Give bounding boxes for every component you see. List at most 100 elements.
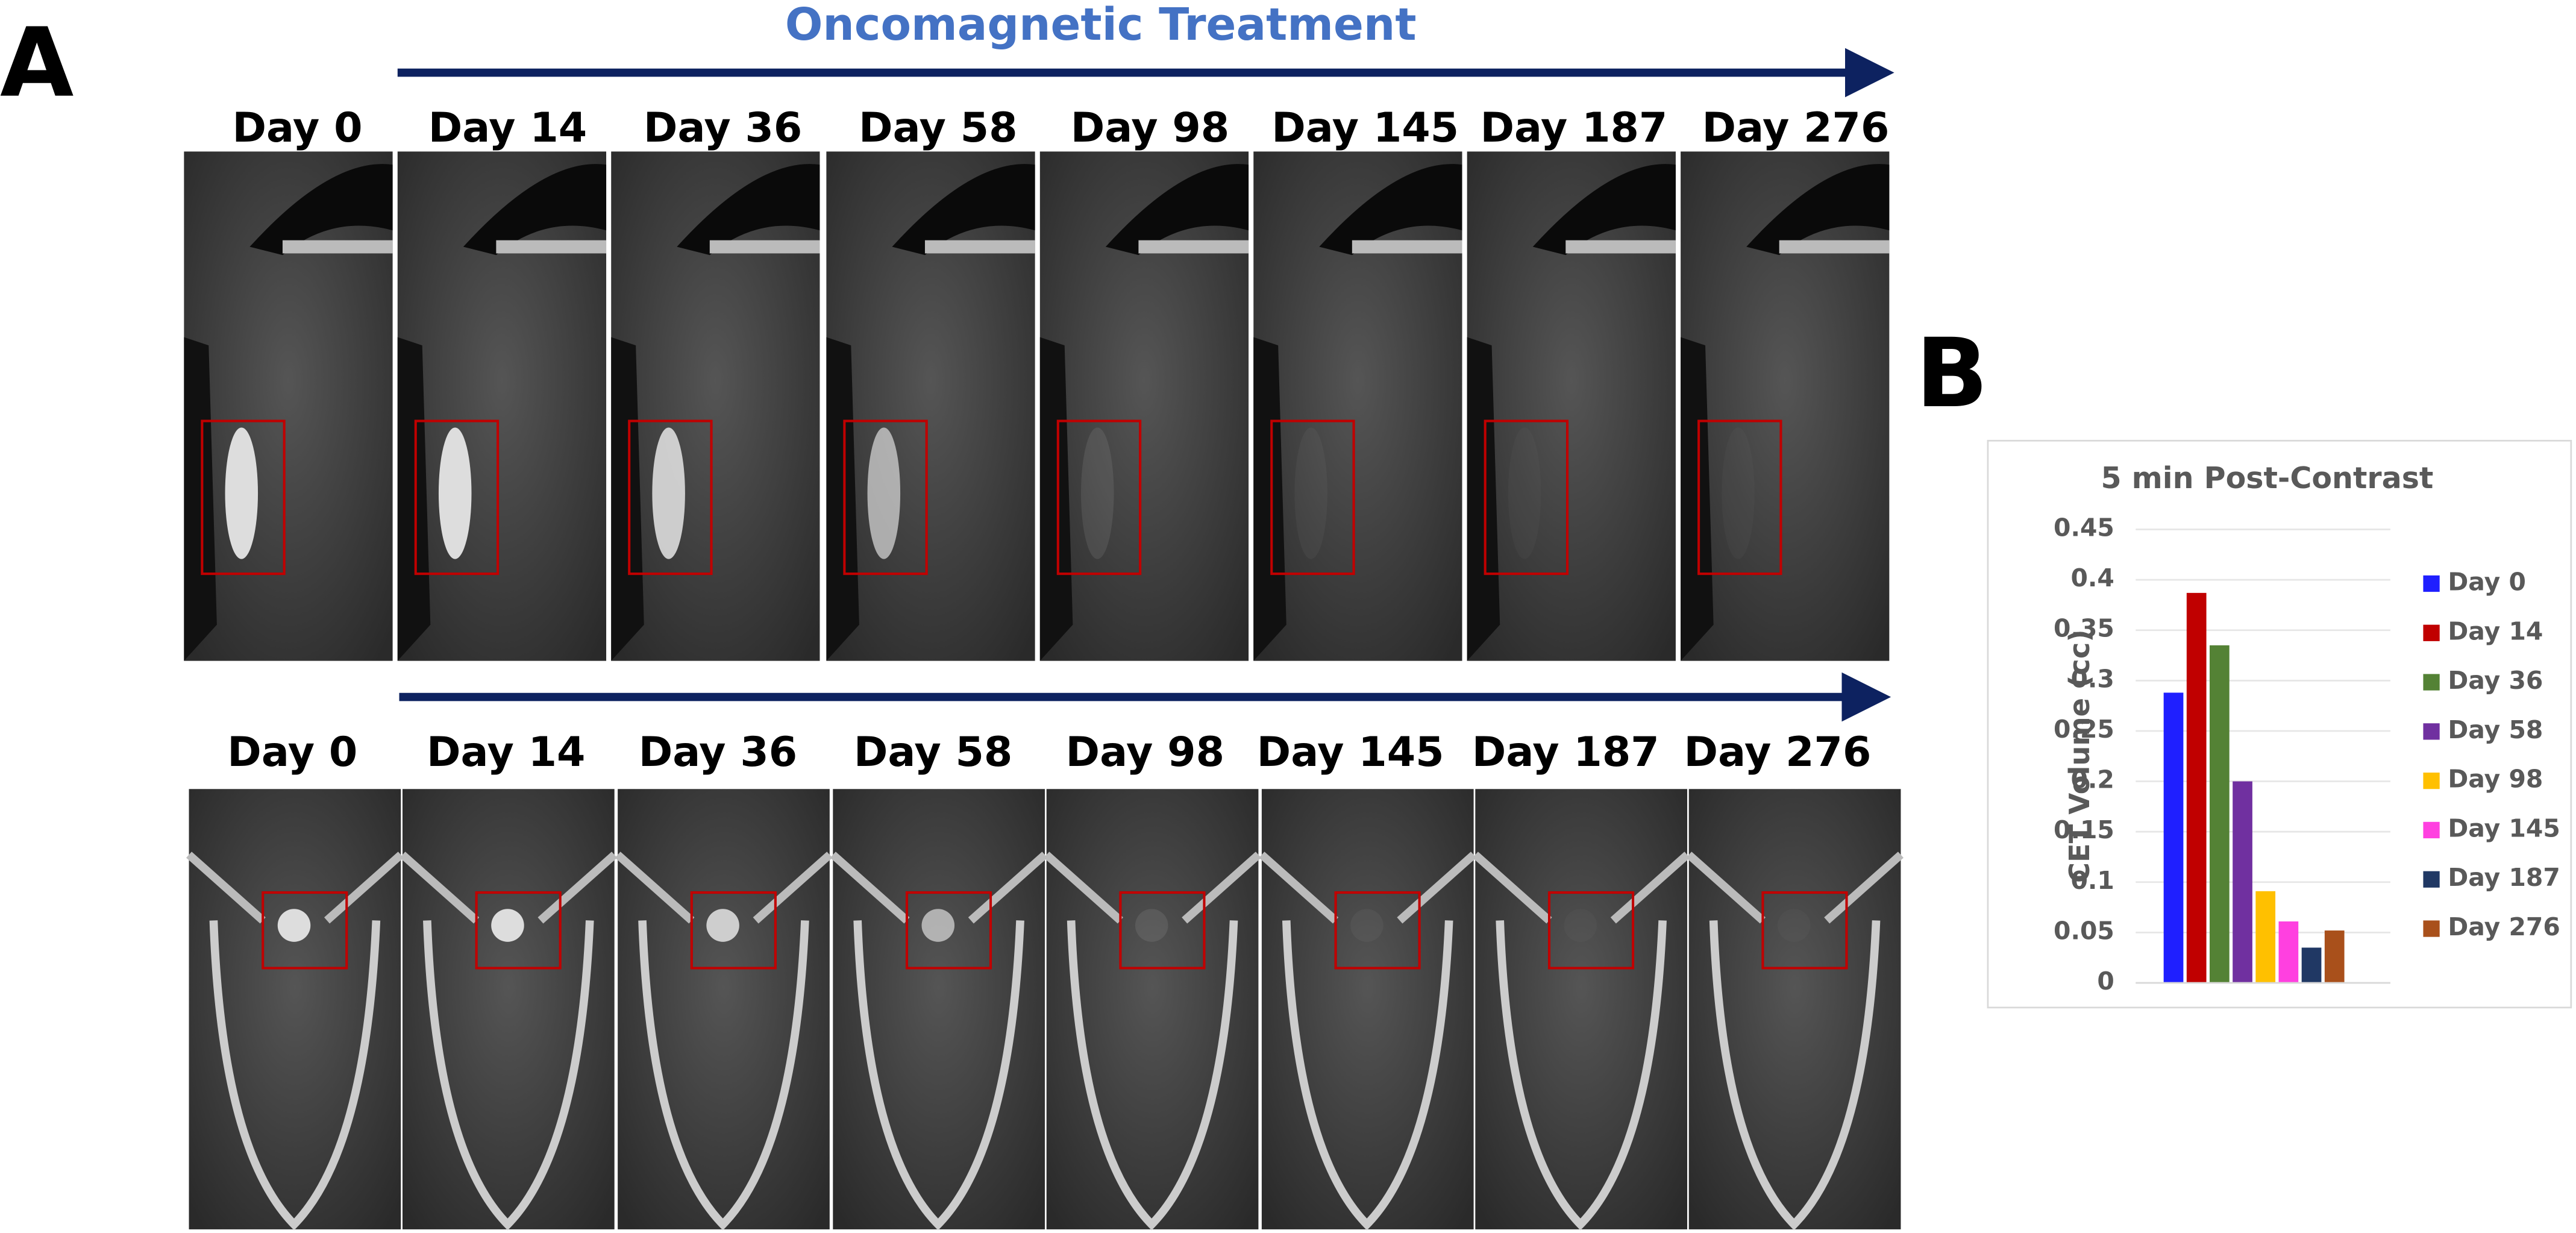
lesion [867,427,901,559]
mri-feature [924,240,1035,254]
roi-box [475,891,562,970]
y-tick-label: 0.1 [2070,866,2114,895]
lesion [1350,909,1384,942]
roi-box [414,419,500,576]
y-tick-label: 0.4 [2070,563,2114,592]
mri-feature [830,852,1048,924]
legend-label: Day 0 [2448,567,2526,596]
mri-feature [1259,852,1477,924]
day-label: Day 187 [1472,729,1659,776]
mri-feature [184,337,217,661]
day-label: Day 36 [644,104,802,152]
roi-box [262,891,348,970]
mri-feature [677,164,820,256]
bar [2233,781,2252,983]
day-label: Day 58 [859,104,1017,152]
mri-feature [1686,852,1904,924]
bar [2278,921,2299,983]
mri-feature [615,852,833,924]
mri-feature [853,920,1024,1231]
lesion [1778,909,1811,942]
mri-feature [1253,337,1286,661]
mri-feature [282,240,393,254]
legend-swatch [2423,575,2440,592]
lesion [1080,427,1114,559]
legend-swatch [2423,920,2440,937]
lesion [1508,427,1541,559]
lesion [706,909,739,942]
mri-feature [1044,852,1261,924]
mri-feature [1709,920,1881,1231]
legend-swatch [2423,624,2440,641]
mri-feature [892,164,1035,256]
bar [2255,891,2276,983]
bar [2301,947,2322,983]
legend-label: Day 187 [2448,863,2560,892]
day-label: Day 0 [227,729,357,776]
treatment-title: Oncomagnetic Treatment [785,0,1417,51]
legend-swatch [2423,674,2440,691]
mri-feature [1681,337,1714,661]
day-label: Day 0 [232,104,362,152]
lesion [277,909,311,942]
y-tick-label: 0.05 [2054,916,2114,945]
mri-feature [611,337,644,661]
roi-box [1761,891,1848,970]
roi-box [1119,891,1206,970]
legend-swatch [2423,871,2440,888]
mri-feature [496,240,607,254]
mri-feature [1138,240,1249,254]
legend-label: Day 276 [2448,912,2560,941]
lesion [1564,909,1597,942]
bar [2324,930,2345,983]
panel-label: B [1916,318,1988,429]
legend-swatch [2423,723,2440,740]
mri-feature [249,164,393,256]
roi-box [1547,891,1635,970]
legend-label: Day 36 [2448,666,2543,695]
mri-feature [186,852,404,924]
mri-feature [1496,920,1667,1231]
mri-feature [400,852,618,924]
day-label: Day 58 [854,729,1012,776]
lesion [438,427,472,559]
mri-feature [397,337,431,661]
chart-frame [1987,439,2572,1009]
mri-feature [826,337,859,661]
lesion [491,909,524,942]
day-label: Day 145 [1257,729,1444,776]
lesion [225,427,259,559]
mri-feature [638,920,809,1231]
y-axis-label: CET Volume (cc) [2063,630,2096,883]
roi-box [1484,419,1569,576]
mri-feature [1467,337,1500,661]
bar [2163,692,2184,983]
mri-feature [1067,920,1238,1231]
day-label: Day 276 [1684,729,1872,776]
day-label: Day 187 [1480,104,1667,152]
lesion [1135,909,1168,942]
y-tick-label: 0.25 [2054,715,2114,744]
bar [2186,592,2207,983]
day-label: Day 98 [1066,729,1224,776]
legend-label: Day 145 [2448,814,2560,842]
chart-title: 5 min Post-Contrast [2101,460,2433,495]
roi-box [628,419,713,576]
y-tick-label: 0.2 [2070,765,2114,794]
legend-label: Day 58 [2448,715,2543,744]
legend-label: Day 14 [2448,616,2543,645]
day-label: Day 145 [1271,104,1459,152]
legend-swatch [2423,821,2440,839]
mri-feature [1565,240,1676,254]
mri-feature [1746,164,1890,256]
bar [2210,645,2230,983]
roi-box [1056,419,1142,576]
mri-feature [1039,337,1073,661]
day-label: Day 98 [1071,104,1229,152]
lesion [1722,427,1755,559]
lesion [1294,427,1327,559]
day-label: Day 14 [427,729,585,776]
roi-box [1697,419,1782,576]
mri-feature [1472,852,1690,924]
y-tick-label: 0.45 [2054,513,2114,542]
